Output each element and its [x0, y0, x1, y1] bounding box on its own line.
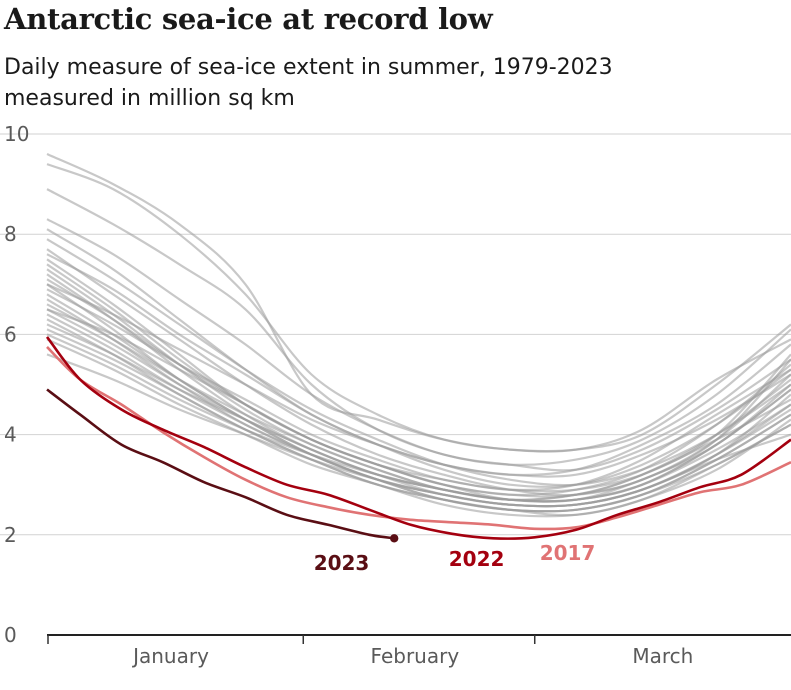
y-tick-label-0: 0	[4, 623, 17, 647]
x-tick-label-march: March	[632, 644, 693, 668]
chart-subtitle: Daily measure of sea-ice extent in summe…	[4, 52, 613, 114]
subtitle-line-1: Daily measure of sea-ice extent in summe…	[4, 55, 613, 80]
series-line-2022	[45, 336, 791, 540]
subtitle-line-2: measured in million sq km	[4, 86, 295, 111]
historical-series-line	[46, 218, 791, 472]
historical-series-line	[46, 238, 791, 487]
historical-series-line	[46, 333, 791, 503]
historical-series-group	[46, 153, 791, 518]
y-tick-label-6: 6	[4, 322, 17, 346]
historical-series-line	[46, 353, 791, 508]
historical-series-line	[46, 303, 791, 502]
x-tick-label-february: February	[371, 644, 460, 668]
y-tick-label-2: 2	[4, 523, 17, 547]
historical-series-line	[46, 308, 791, 492]
historical-series-line	[46, 283, 791, 478]
y-tick-label-8: 8	[4, 222, 17, 246]
series-labels: 2023 2022 2017	[314, 541, 596, 575]
x-axis: January February March	[47, 634, 791, 668]
y-tick-label-10: 10	[4, 122, 29, 146]
y-tick-label-4: 4	[4, 423, 17, 447]
series-end-marker-2023	[390, 534, 399, 543]
y-axis-tick-labels: 0 2 4 6 8 10	[4, 122, 29, 647]
historical-series-line	[46, 338, 791, 518]
historical-series-line	[46, 188, 791, 466]
chart-title: Antarctic sea-ice at record low	[4, 2, 493, 36]
x-tick-label-january: January	[131, 644, 209, 668]
historical-series-line	[46, 163, 791, 453]
series-label-2017: 2017	[540, 541, 596, 565]
series-label-2023: 2023	[314, 551, 370, 575]
series-line-2017	[46, 345, 791, 531]
historical-series-line	[46, 228, 791, 488]
highlight-series-group	[45, 336, 791, 543]
series-label-2022: 2022	[449, 547, 505, 571]
historical-series-line	[46, 153, 791, 453]
series-line-2023	[46, 388, 395, 540]
